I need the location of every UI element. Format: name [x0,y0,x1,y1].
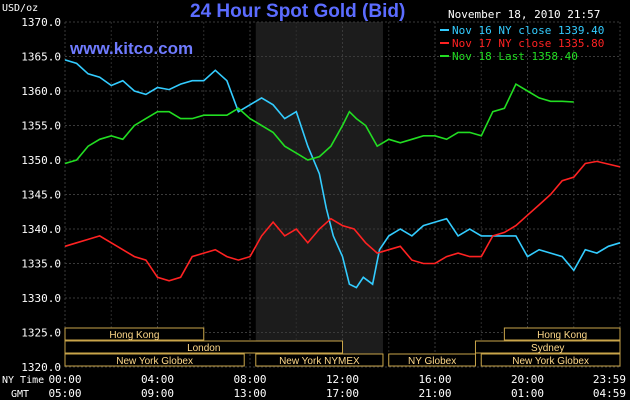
session-bar [64,340,343,354]
y-tick-label: 1365.0 [21,51,61,64]
x-tick-label-gmt: 17:00 [326,387,359,400]
session-bar [480,353,621,367]
x-tick-label-gmt: 13:00 [233,387,266,400]
legend-entry-nov18: Nov 18 Last 1358.40 [452,50,578,63]
session-label: London [187,343,220,354]
y-tick-label: 1350.0 [21,154,61,167]
price-series-line [64,59,621,289]
x-tick-label-ny: 23:59 [593,373,626,386]
session-label: Sydney [531,343,564,354]
session-label: NY Globex [408,356,456,367]
x-tick-label-gmt: 09:00 [141,387,174,400]
y-tick-label: 1360.0 [21,85,61,98]
price-series-line [64,160,621,282]
y-tick-label: 1370.0 [21,16,61,29]
grid-lines [64,21,621,368]
session-bar [255,353,384,367]
session-bar [64,353,245,367]
session-label: New York Globex [116,356,193,367]
x-tick-label-ny: 16:00 [418,373,451,386]
y-tick-label: 1320.0 [21,361,61,374]
ny-time-row-label: NY Time [2,375,44,386]
timestamp: November 18, 2010 21:57 [448,8,600,21]
x-tick-label-gmt: 04:59 [593,387,626,400]
session-label: New York Globex [512,356,589,367]
y-tick-label: 1345.0 [21,189,61,202]
x-tick-label-gmt: 21:00 [418,387,451,400]
legend: Nov 16 NY close 1339.40 Nov 17 NY close … [440,24,604,63]
session-bar [503,327,621,341]
session-bar [388,353,476,367]
y-tick-label: 1355.0 [21,120,61,133]
y-tick-label: 1340.0 [21,223,61,236]
legend-entry-nov17: Nov 17 NY close 1335.80 [452,37,604,50]
gmt-row-label: GMT [11,389,29,400]
session-bar [64,327,205,341]
price-series [64,59,621,289]
session-label: Hong Kong [537,330,587,341]
x-tick-label-ny: 12:00 [326,373,359,386]
y-axis-ticks: 1320.0 1325.0 1330.0 1335.0 1340.0 1345.0 1350… [21,16,61,374]
x-tick-label-ny: 04:00 [141,373,174,386]
session-label: Hong Kong [109,330,159,341]
x-tick-label-ny: 20:00 [511,373,544,386]
x-tick-label-gmt: 05:00 [48,387,81,400]
chart-title: 24 Hour Spot Gold (Bid) [190,1,405,22]
y-tick-label: 1330.0 [21,292,61,305]
y-tick-label: 1325.0 [21,327,61,340]
x-tick-label-ny: 00:00 [48,373,81,386]
session-label: New York NYMEX [279,356,360,367]
site-watermark: www.kitco.com [69,39,193,58]
y-axis-unit: USD/oz [2,3,38,14]
y-tick-label: 1335.0 [21,258,61,271]
session-bar [474,340,621,354]
legend-entry-nov16: Nov 16 NY close 1339.40 [452,24,604,37]
x-tick-label-gmt: 01:00 [511,387,544,400]
trading-sessions: Hong Kong London New York Globex New York N… [64,327,621,367]
price-series-line [64,82,574,165]
x-tick-label-ny: 08:00 [233,373,266,386]
